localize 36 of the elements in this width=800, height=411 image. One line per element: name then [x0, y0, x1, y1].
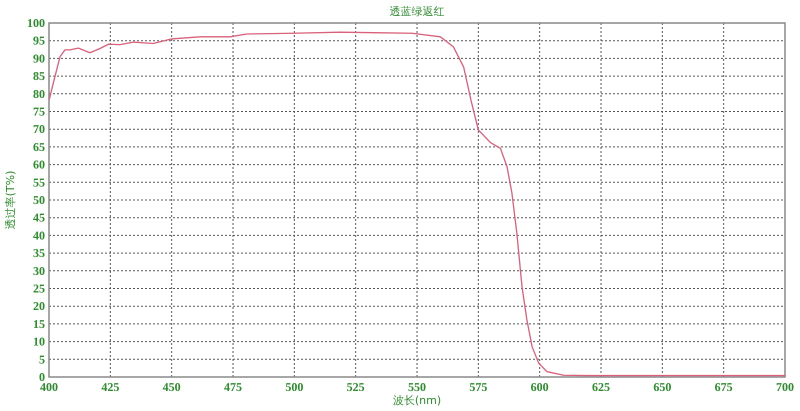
y-tick-label: 90 [33, 51, 45, 66]
y-tick-label: 35 [33, 246, 45, 260]
x-tick-label: 625 [592, 380, 610, 394]
x-tick-label: 500 [285, 380, 304, 394]
y-tick-label: 30 [33, 264, 45, 278]
y-tick-label: 85 [33, 69, 45, 84]
y-tick-label: 45 [33, 210, 45, 225]
y-tick-label: 60 [33, 158, 45, 172]
x-tick-label: 525 [346, 380, 365, 394]
y-tick-label: 65 [33, 140, 45, 154]
y-tick-label: 15 [33, 316, 45, 331]
y-tick-label: 80 [33, 86, 45, 101]
x-tick-label: 550 [408, 380, 426, 394]
y-tick-label: 5 [39, 352, 45, 366]
y-tick-label: 55 [33, 175, 45, 190]
x-tick-label: 475 [224, 380, 242, 394]
x-tick-label: 600 [530, 380, 549, 394]
y-tick-label: 25 [33, 282, 45, 296]
x-tick-label: 425 [101, 380, 120, 394]
y-tick-label: 75 [33, 104, 45, 118]
y-axis-title: 透过率(T%) [4, 170, 17, 230]
y-tick-label: 95 [33, 34, 45, 48]
x-tick-label: 575 [469, 380, 488, 394]
y-tick-label: 70 [33, 122, 45, 136]
chart-title: 透蓝绿返红 [390, 5, 444, 18]
y-tick-label: 50 [33, 193, 45, 207]
x-tick-label: 650 [653, 380, 672, 394]
x-tick-label: 450 [162, 380, 181, 394]
y-tick-label: 100 [27, 16, 45, 30]
y-tick-label: 20 [33, 299, 45, 314]
y-tick-label: 10 [33, 334, 45, 349]
x-tick-label: 700 [776, 380, 794, 394]
x-tick-label: 675 [714, 380, 733, 394]
x-axis-title: 波长(nm) [392, 394, 442, 407]
y-tick-label: 40 [33, 228, 45, 242]
line-series [48, 32, 786, 376]
